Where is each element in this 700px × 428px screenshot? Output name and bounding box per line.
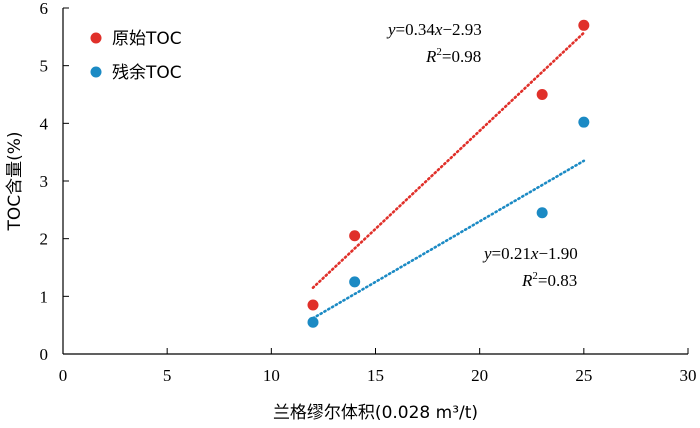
axes: 0 5 10 15 20 25 30 0 1 2 3 4 5 6 xyxy=(40,0,697,385)
data-point-series-0 xyxy=(578,19,590,31)
y-tick-label: 2 xyxy=(40,230,49,249)
x-tick-label: 30 xyxy=(680,366,697,385)
data-points xyxy=(307,19,590,328)
trendline-series-0 xyxy=(311,31,586,289)
r-squared-label: R2=0.83 xyxy=(521,270,577,290)
x-tick-label: 25 xyxy=(575,366,592,385)
data-point-series-1 xyxy=(349,276,361,288)
x-tick-label: 20 xyxy=(471,366,488,385)
legend-label: 原始TOC xyxy=(112,29,182,49)
x-tick-label: 10 xyxy=(263,366,280,385)
data-point-series-1 xyxy=(307,316,319,328)
regression-equation: y=0.21x−1.90 xyxy=(482,244,578,263)
x-tick-label: 0 xyxy=(59,366,68,385)
trendlines xyxy=(311,31,586,320)
equations: y=0.34x−2.93 R2=0.98 y=0.21x−1.90 R2=0.83 xyxy=(386,20,578,290)
legend-label: 残余TOC xyxy=(112,63,182,83)
y-tick-label: 4 xyxy=(40,114,49,133)
data-point-series-1 xyxy=(578,116,590,128)
x-axis-title: 兰格缪尔体积(0.028 m³/t) xyxy=(273,403,478,423)
y-tick-label: 5 xyxy=(40,57,49,76)
legend-marker xyxy=(90,32,102,44)
y-tick-label: 6 xyxy=(40,0,49,18)
legend: 原始TOC 残余TOC xyxy=(90,29,182,83)
trendline-series-1 xyxy=(311,159,586,320)
y-tick-label: 0 xyxy=(40,345,49,364)
legend-marker xyxy=(90,66,102,78)
data-point-series-1 xyxy=(536,207,548,219)
y-axis-title: TOC含量(%) xyxy=(5,131,25,231)
data-point-series-0 xyxy=(307,299,319,311)
r-squared-label: R2=0.98 xyxy=(425,46,481,66)
data-point-series-0 xyxy=(349,230,361,242)
x-tick-label: 5 xyxy=(163,366,172,385)
y-tick-label: 1 xyxy=(40,287,49,306)
x-tick-label: 15 xyxy=(367,366,384,385)
y-tick-label: 3 xyxy=(40,172,49,191)
regression-equation: y=0.34x−2.93 xyxy=(386,20,482,39)
data-point-series-0 xyxy=(536,89,548,100)
